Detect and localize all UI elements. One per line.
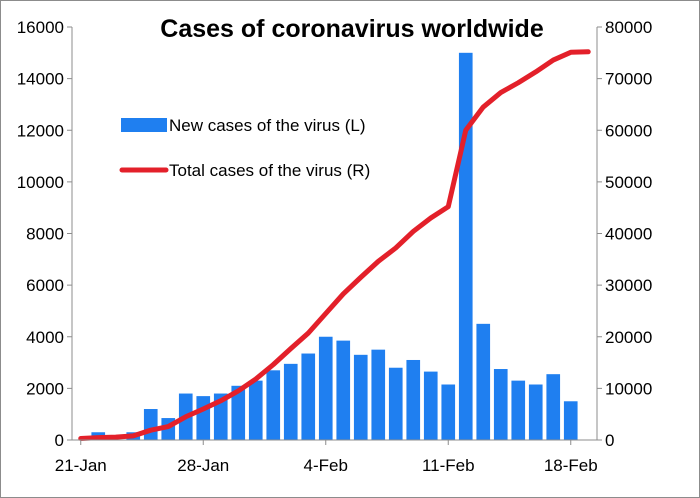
bar bbox=[248, 380, 263, 440]
bar bbox=[511, 380, 526, 440]
total-cases-line bbox=[78, 49, 591, 441]
left-axis-tick-label: 8000 bbox=[26, 225, 64, 244]
right-axis-tick-label: 50000 bbox=[605, 173, 652, 192]
right-axis-tick-label: 70000 bbox=[605, 70, 652, 89]
bar bbox=[546, 374, 561, 440]
legend: New cases of the virus (L) Total cases of… bbox=[119, 116, 370, 180]
bar bbox=[143, 409, 158, 440]
x-axis-tick-label: 4-Feb bbox=[304, 456, 348, 475]
bar bbox=[563, 401, 578, 440]
left-axis-tick-label: 0 bbox=[55, 431, 64, 450]
x-axis-tick-label: 21-Jan bbox=[55, 456, 107, 475]
line-series bbox=[78, 49, 591, 441]
bar bbox=[371, 349, 386, 440]
x-axis-tick-label: 11-Feb bbox=[422, 456, 475, 475]
x-axis-tick-label: 28-Jan bbox=[177, 456, 229, 475]
bar-series bbox=[91, 52, 578, 441]
axes: 0 2000 4000 6000 8000 10000 12000 14000 16000 0 10… bbox=[17, 18, 653, 475]
left-axis-tick-label: 16000 bbox=[17, 18, 64, 37]
bar bbox=[213, 393, 228, 440]
bar bbox=[266, 370, 281, 440]
bar bbox=[283, 363, 298, 440]
bar bbox=[493, 369, 508, 440]
bar bbox=[353, 354, 368, 440]
bar bbox=[388, 367, 403, 440]
bar bbox=[318, 336, 333, 440]
right-axis-tick-label: 40000 bbox=[605, 225, 652, 244]
right-axis-tick-label: 20000 bbox=[605, 328, 652, 347]
legend-label-total-cases: Total cases of the virus (R) bbox=[169, 161, 370, 180]
x-axis-tick-label: 18-Feb bbox=[544, 456, 598, 475]
left-axis-tick-label: 12000 bbox=[17, 121, 64, 140]
left-axis-tick-label: 2000 bbox=[26, 379, 64, 398]
right-axis-tick-label: 10000 bbox=[605, 379, 652, 398]
bar bbox=[423, 371, 438, 440]
bar bbox=[301, 353, 316, 440]
bar bbox=[196, 396, 211, 440]
bar bbox=[406, 359, 421, 440]
bar bbox=[441, 384, 456, 440]
bar bbox=[231, 385, 246, 440]
bar bbox=[458, 52, 473, 441]
bar bbox=[476, 323, 491, 440]
right-axis-tick-label: 0 bbox=[605, 431, 614, 450]
chart-title: Cases of coronavirus worldwide bbox=[160, 15, 544, 43]
bar bbox=[528, 384, 543, 440]
legend-swatch-new-cases bbox=[121, 118, 167, 132]
bar bbox=[336, 340, 351, 440]
right-axis-tick-label: 60000 bbox=[605, 121, 652, 140]
left-axis-tick-label: 14000 bbox=[17, 70, 64, 89]
legend-label-new-cases: New cases of the virus (L) bbox=[169, 116, 366, 135]
left-axis-tick-label: 4000 bbox=[26, 328, 64, 347]
right-axis-tick-label: 80000 bbox=[605, 18, 652, 37]
left-axis-tick-label: 10000 bbox=[17, 173, 64, 192]
left-axis-tick-label: 6000 bbox=[26, 276, 64, 295]
right-axis-tick-label: 30000 bbox=[605, 276, 652, 295]
